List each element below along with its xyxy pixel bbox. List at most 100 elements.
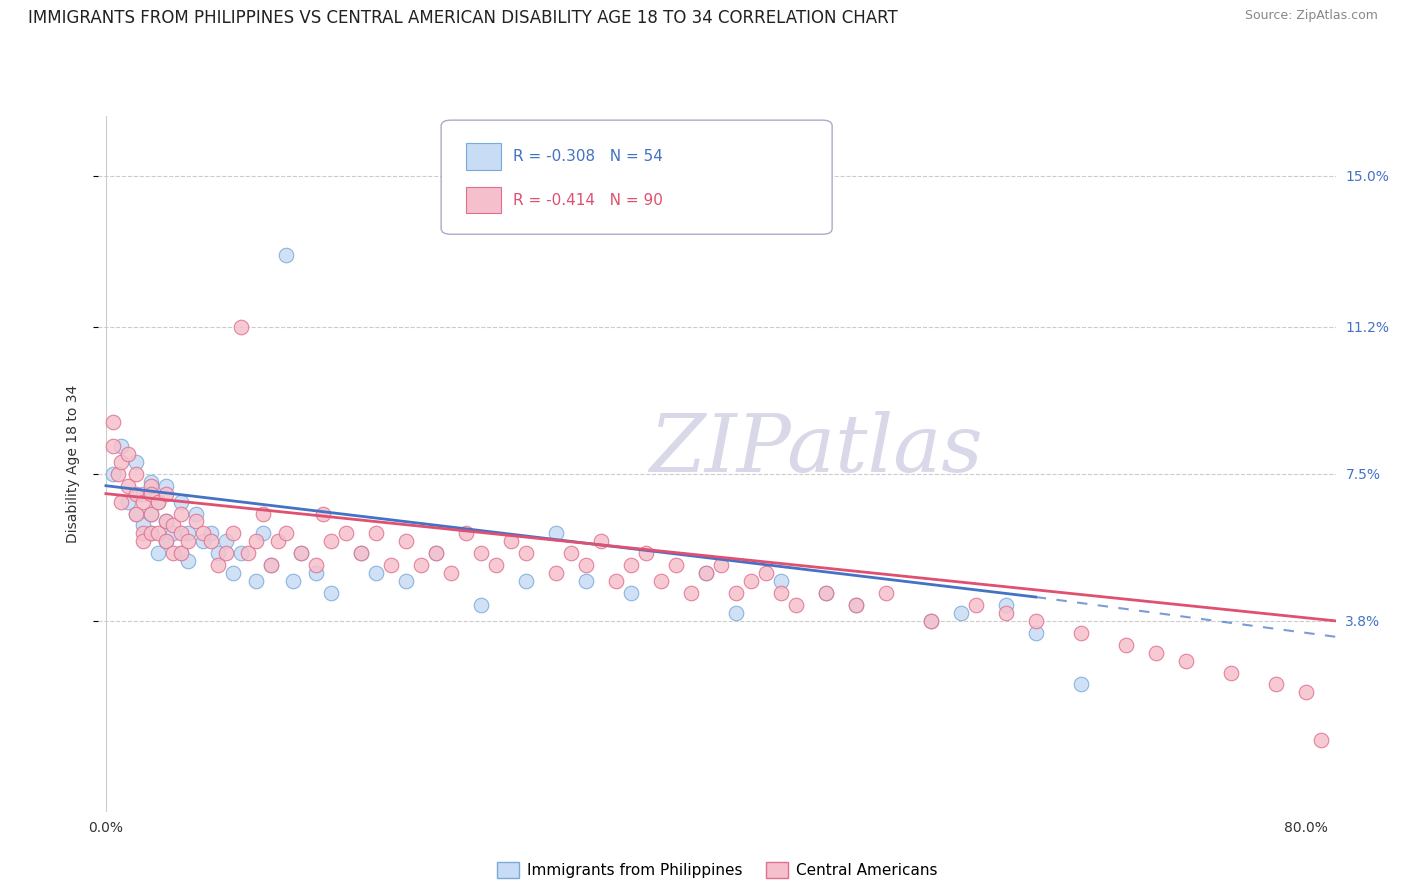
Point [107, 467, 129, 481]
Point [139, 475, 162, 489]
Point [245, 574, 267, 588]
Point [245, 534, 267, 549]
Point [162, 546, 184, 560]
Point [1115, 638, 1137, 652]
Point [170, 546, 193, 560]
Point [222, 526, 245, 541]
Point [148, 494, 170, 508]
Point [1070, 625, 1092, 640]
Point [920, 614, 942, 628]
Point [162, 526, 184, 541]
Point [755, 566, 778, 581]
Point [485, 558, 508, 573]
Point [1295, 685, 1317, 699]
Point [724, 606, 747, 620]
Point [103, 415, 125, 429]
Point [200, 534, 222, 549]
Point [155, 479, 177, 493]
Point [184, 515, 207, 529]
Point [605, 574, 627, 588]
Point [1025, 625, 1047, 640]
Point [148, 526, 170, 541]
Point [814, 586, 837, 600]
Point [238, 546, 260, 560]
Point [319, 586, 342, 600]
Text: R = -0.308   N = 54: R = -0.308 N = 54 [513, 149, 662, 164]
Point [132, 486, 155, 500]
Point [177, 534, 200, 549]
Point [312, 507, 335, 521]
Point [350, 546, 373, 560]
Y-axis label: Disability Age 18 to 34: Disability Age 18 to 34 [66, 384, 80, 543]
Point [170, 494, 193, 508]
Point [162, 518, 184, 533]
Point [274, 526, 297, 541]
Point [634, 546, 657, 560]
Point [769, 586, 792, 600]
Point [290, 546, 312, 560]
Point [215, 534, 238, 549]
Legend: Immigrants from Philippines, Central Americans: Immigrants from Philippines, Central Ame… [491, 856, 943, 884]
Point [875, 586, 897, 600]
Point [125, 507, 148, 521]
Text: ZIPatlas: ZIPatlas [650, 411, 983, 489]
Point [132, 518, 155, 533]
Point [260, 558, 283, 573]
Point [148, 546, 170, 560]
Point [170, 526, 193, 541]
Point [222, 566, 245, 581]
Point [380, 558, 402, 573]
Point [470, 546, 492, 560]
Point [814, 586, 837, 600]
Point [650, 574, 672, 588]
Text: Source: ZipAtlas.com: Source: ZipAtlas.com [1244, 9, 1378, 22]
Point [139, 486, 162, 500]
Point [965, 598, 987, 612]
Point [229, 546, 252, 560]
Point [125, 455, 148, 469]
Point [132, 534, 155, 549]
Point [544, 526, 567, 541]
Point [193, 526, 215, 541]
Point [139, 507, 162, 521]
Point [274, 248, 297, 262]
Point [155, 534, 177, 549]
Point [695, 566, 717, 581]
Point [139, 526, 162, 541]
Point [177, 526, 200, 541]
Point [785, 598, 807, 612]
Point [499, 534, 522, 549]
Point [710, 558, 733, 573]
Point [1219, 665, 1241, 680]
Point [440, 566, 463, 581]
Point [409, 558, 432, 573]
Point [193, 534, 215, 549]
Point [679, 586, 702, 600]
Text: R = -0.414   N = 90: R = -0.414 N = 90 [513, 193, 662, 208]
Point [364, 526, 387, 541]
Point [515, 546, 537, 560]
Point [207, 558, 229, 573]
Point [425, 546, 447, 560]
Point [335, 526, 357, 541]
Point [1264, 677, 1286, 691]
Point [117, 447, 139, 461]
Text: IMMIGRANTS FROM PHILIPPINES VS CENTRAL AMERICAN DISABILITY AGE 18 TO 34 CORRELAT: IMMIGRANTS FROM PHILIPPINES VS CENTRAL A… [28, 9, 898, 27]
Point [283, 574, 305, 588]
Point [560, 546, 582, 560]
Point [110, 455, 132, 469]
Point [132, 494, 155, 508]
Point [845, 598, 868, 612]
Point [215, 546, 238, 560]
Point [110, 494, 132, 508]
Point [589, 534, 612, 549]
Point [177, 554, 200, 568]
Point [994, 598, 1017, 612]
Point [1309, 733, 1331, 747]
Point [155, 515, 177, 529]
Point [125, 467, 148, 481]
Point [1025, 614, 1047, 628]
Point [170, 546, 193, 560]
Point [103, 439, 125, 453]
Point [395, 534, 418, 549]
